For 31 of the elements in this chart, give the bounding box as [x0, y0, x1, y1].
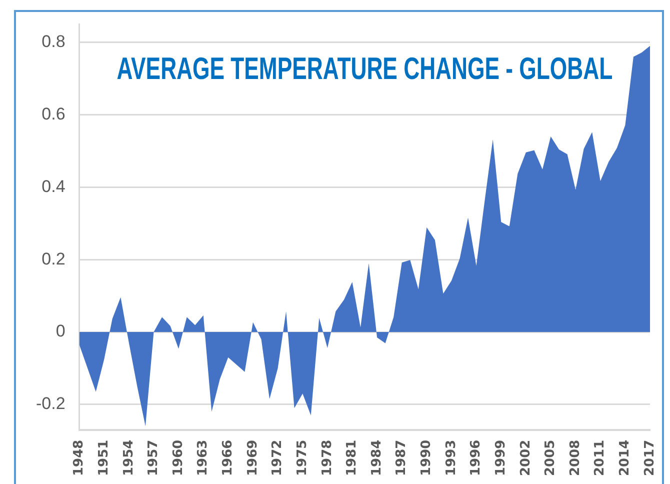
x-tick-label: 1972	[270, 440, 286, 476]
y-tick-label: 0.6	[42, 104, 66, 124]
x-tick-label: 1969	[245, 440, 260, 476]
x-tick-label: 1990	[419, 440, 434, 476]
x-tick-label: 2008	[568, 440, 583, 476]
x-tick-label: 1954	[121, 440, 136, 476]
y-tick-label: 0.2	[42, 249, 66, 268]
x-tick-label: 2002	[518, 440, 534, 476]
x-tick-label: 1960	[170, 440, 186, 476]
x-tick-label: 1975	[294, 440, 310, 476]
y-tick-label: 0.4	[42, 176, 66, 196]
x-tick-label: 2017	[642, 440, 658, 476]
x-tick-label: 1981	[344, 440, 360, 476]
x-tick-label: 1951	[96, 440, 112, 476]
x-tick-label: 1966	[220, 440, 236, 476]
x-tick-label: 1993	[444, 440, 459, 476]
x-tick-label: 1996	[468, 440, 484, 476]
y-tick-label: 0	[56, 322, 66, 341]
y-tick-label: 0.8	[42, 32, 66, 51]
x-tick-label: 1957	[146, 440, 162, 476]
x-tick-label: 2011	[592, 440, 608, 476]
text: AVERAGE TEMPERATURE CHANGE - GLOBAL	[116, 51, 613, 86]
x-tick-label: 1963	[196, 440, 211, 476]
y-tick-label: -0.2	[36, 394, 66, 414]
x-tick-label: 1978	[320, 440, 335, 476]
x-tick-label: 1948	[72, 440, 87, 476]
x-tick-label: 1999	[493, 440, 508, 476]
x-tick-label: 1984	[369, 440, 384, 476]
x-tick-label: 2005	[543, 440, 558, 476]
x-tick-label: 2014	[618, 440, 633, 476]
x-tick-label: 1987	[394, 440, 410, 476]
